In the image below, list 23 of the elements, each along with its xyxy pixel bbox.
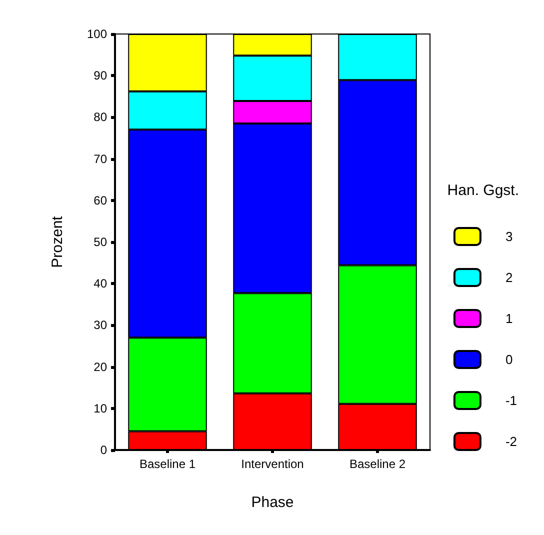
y-tick-label: 100 — [86, 27, 108, 41]
x-axis-title: Phase — [251, 494, 294, 511]
y-tick-label: 10 — [94, 401, 108, 416]
legend-label: 0 — [505, 352, 513, 367]
y-tick-label: 0 — [100, 443, 108, 457]
y-tick-label: 70 — [94, 152, 108, 166]
x-tick-label: Baseline 2 — [349, 457, 406, 471]
legend-label: 1 — [505, 311, 513, 326]
y-axis-title: Prozent — [49, 215, 66, 268]
y-tick-label: 30 — [94, 318, 108, 332]
x-tick-label: Intervention — [241, 457, 304, 471]
y-tick-label: 60 — [94, 193, 108, 208]
y-tick-label: 20 — [94, 360, 108, 374]
y-tick-label: 40 — [94, 276, 108, 291]
legend-label: -2 — [505, 434, 518, 449]
y-tick-label: 50 — [94, 235, 108, 249]
y-tick-label: 90 — [94, 68, 108, 83]
x-tick-label: Baseline 1 — [139, 457, 196, 471]
legend-label: 2 — [505, 270, 513, 285]
legend-label: -1 — [505, 393, 518, 408]
legend-title: Han. Ggst. — [447, 182, 520, 199]
legend-label: 3 — [505, 229, 513, 244]
y-tick-label: 80 — [94, 110, 108, 124]
